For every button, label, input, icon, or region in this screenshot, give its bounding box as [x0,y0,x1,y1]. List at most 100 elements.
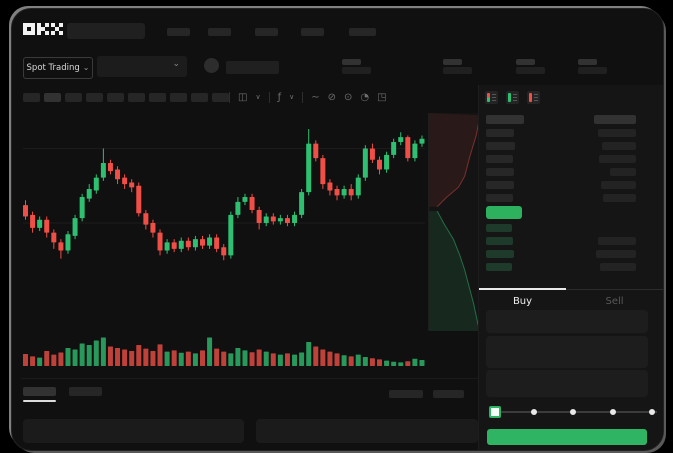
history-table-placeholder [256,419,478,443]
ask-amount-placeholder [603,194,636,202]
orderbook-asks-icon[interactable] [527,91,540,104]
ask-amount-placeholder [602,142,636,150]
chevron-down-icon: ⌄ [172,59,180,69]
okx-logo[interactable] [23,23,63,35]
ask-amount-placeholder [599,155,636,163]
camera-icon[interactable]: ⊙ [344,91,353,103]
stat-label-placeholder [578,67,607,74]
alerts-icon[interactable]: ◔ [360,91,370,103]
ask-row [486,142,636,150]
tab-buy-label: Buy [512,295,533,307]
bottom-tab-underline [23,400,56,402]
divider [21,378,478,379]
compare-icon[interactable]: ∼ [311,91,320,103]
timeframe-button[interactable] [128,93,145,102]
ask-row [486,168,636,176]
ask-price-placeholder [486,181,514,189]
amount-percent-slider[interactable] [489,405,657,418]
stat-label-placeholder [342,67,371,74]
timeframe-button[interactable] [65,93,82,102]
ask-price-placeholder [486,129,514,137]
orderbook-amount-header-placeholder [594,115,636,124]
divider [302,91,304,103]
nav-item[interactable] [208,28,231,36]
pair-selector-dropdown[interactable]: ⌄ [97,56,187,77]
timeframe-button[interactable] [191,93,208,102]
app-window: Spot Trading ⌄ ⌄ ◫ ∨ ƒ ∨ ∼ [11,8,664,451]
nav-item[interactable] [167,28,190,36]
depth-chart [428,113,480,331]
nav-item[interactable] [301,28,324,36]
bottom-action[interactable] [389,390,423,398]
bid-row [486,263,636,271]
ask-row [486,194,636,202]
ask-row [486,181,636,189]
divider [478,85,479,450]
orderbook-price-header-placeholder [486,115,524,124]
slider-step-dot[interactable] [530,409,537,415]
orderbook-bids-icon[interactable] [506,91,519,104]
stat-value-placeholder [443,59,462,65]
nav-item[interactable] [255,28,278,36]
slider-step-dot[interactable] [649,409,655,415]
timeframe-button[interactable] [23,93,40,102]
bottom-tab-active[interactable] [23,387,56,396]
timeframe-button[interactable] [170,93,187,102]
bid-price-placeholder [486,263,512,271]
ask-amount-placeholder [610,168,636,176]
ask-price-placeholder [486,168,514,176]
buy-submit-button[interactable] [487,429,647,445]
orderbook-bids [486,224,636,271]
bid-price-placeholder [486,237,513,245]
divider [566,289,663,290]
market-type-dropdown[interactable]: Spot Trading ⌄ [23,57,93,79]
ask-row [486,155,636,163]
bid-row [486,237,636,245]
timeframe-button[interactable] [212,93,229,102]
timeframe-button[interactable] [149,93,166,102]
stat-value-placeholder [578,59,597,65]
bid-row [486,250,636,258]
ask-row [486,129,636,137]
slider-step-dot[interactable] [609,409,616,415]
ask-amount-placeholder [598,129,636,137]
pair-name-placeholder [226,61,279,74]
timeframe-button[interactable] [86,93,103,102]
chart-type-icon[interactable]: ◫ [238,91,248,103]
ask-amount-placeholder [601,181,636,189]
stat-label-placeholder [443,67,472,74]
indicators-icon[interactable]: ƒ [277,91,282,103]
bottom-action[interactable] [433,390,464,398]
nav-item[interactable] [349,28,376,36]
order-amount-input[interactable] [486,336,648,368]
order-price-input[interactable] [486,310,648,333]
orders-table-placeholder [23,419,244,443]
timeframe-button[interactable] [44,93,61,102]
bid-amount-placeholder [600,263,636,271]
order-total-input[interactable] [486,370,648,397]
candlestick-chart[interactable] [21,113,427,369]
chevron-down-icon[interactable]: ∨ [255,92,261,101]
timeframe-button[interactable] [107,93,124,102]
bid-amount-placeholder [596,250,636,258]
bid-price-placeholder [486,250,514,258]
bottom-tab[interactable] [69,387,102,396]
slider-handle[interactable] [489,406,501,418]
chart-toolbar: ◫ ∨ ƒ ∨ ∼ ⊘ ⊙ ◔ ◳ [229,89,387,105]
tab-sell[interactable]: Sell [566,293,663,309]
divider [268,91,270,103]
fullscreen-icon[interactable]: ◳ [377,91,387,103]
okx-logo-letter [51,23,63,35]
last-price-badge[interactable] [486,206,522,219]
symbol-title-placeholder [67,23,145,39]
bid-amount-placeholder [598,237,636,245]
slider-step-dot[interactable] [570,409,576,415]
chevron-down-icon[interactable]: ∨ [289,92,295,101]
ask-price-placeholder [486,155,513,163]
draw-icon[interactable]: ⊘ [327,91,337,103]
tab-buy[interactable]: Buy [479,293,566,309]
bid-row [486,224,636,232]
orderbook-combined-icon[interactable] [485,91,498,104]
okx-logo-letter [23,23,35,35]
